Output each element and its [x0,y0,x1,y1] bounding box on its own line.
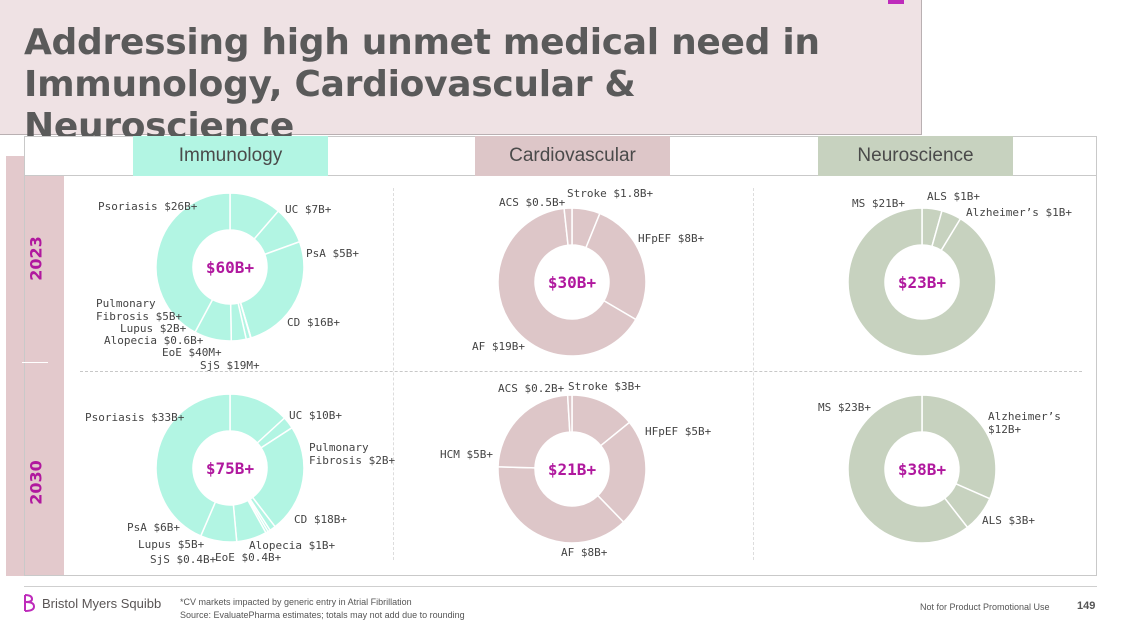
accent-mark [888,0,904,4]
slice-label: Alzheimer’s $1B+ [966,206,1072,219]
donut-cardiovascular-2030 [497,394,647,544]
slice-label: ALS $1B+ [927,190,980,203]
footnote-source: Source: EvaluatePharma estimates; totals… [180,610,465,620]
slice-label: HFpEF $8B+ [638,232,705,245]
slice-label: SjS $19M+ [200,359,260,372]
slice-label: MS $23B+ [818,401,871,414]
slice-label: Stroke $1.8B+ [567,187,653,200]
slice-label: UC $10B+ [289,409,342,422]
year-side-bar [6,156,64,576]
row-separator [80,371,1082,372]
slice-label: EoE $0.4B+ [215,551,282,564]
slice-label: ALS $3B+ [982,514,1035,527]
slice-ms [847,394,969,544]
slice-label: Alopecia $1B+ [249,539,335,552]
slice-af [497,466,625,544]
donut-total-label: $21B+ [548,460,597,479]
donut-total-label: $38B+ [898,460,947,479]
slice-psoriasis [155,192,231,334]
year-divider [22,362,48,363]
slice-label: SjS $0.4B+ [150,553,217,566]
category-immunology: Immunology [133,136,328,176]
slice-label: Pulmonary Fibrosis $5B+ [96,297,182,323]
donut-total-label: $23B+ [898,273,947,292]
slice-cd [239,240,305,339]
donut-total-label: $30B+ [548,273,597,292]
slice-label: MS $21B+ [852,197,905,210]
slice-alzheimers [921,394,997,500]
slice-label: CD $16B+ [287,316,340,329]
donut-neuroscience-2030 [847,394,997,544]
slice-label: Psoriasis $26B+ [98,200,198,213]
slice-label: HFpEF $5B+ [645,425,712,438]
donut-immunology-2030 [155,393,305,543]
slice-psoriasis [155,393,231,537]
slice-label: Alopecia $0.6B+ [104,334,204,347]
slice-label: Alzheimer’s $12B+ [988,410,1061,436]
slice-label: Lupus $2B+ [120,322,187,335]
slice-label: EoE $40M+ [162,346,222,359]
slice-label: ACS $0.5B+ [499,196,566,209]
slice-cd [251,426,305,528]
slice-label: UC $7B+ [285,203,332,216]
slice-label: Pulmonary Fibrosis $2B+ [309,441,395,467]
slice-label: AF $8B+ [561,546,608,559]
slice-hfpef [596,421,647,524]
slice-label: AF $19B+ [472,340,525,353]
slice-ms [847,207,997,357]
company-logo: Bristol Myers Squibb [22,594,161,612]
slice-label: PsA $6B+ [127,521,180,534]
slice-acs [563,207,573,247]
footer-divider [24,586,1097,587]
slice-af [497,207,637,357]
slice-hfpef [584,212,647,321]
slice-label: Stroke $3B+ [568,380,641,393]
logo-text: Bristol Myers Squibb [42,595,162,611]
slice-acs [566,394,573,433]
slice-label: Psoriasis $33B+ [85,411,185,424]
slice-label: Lupus $5B+ [138,538,205,551]
column-separator-1 [393,188,394,560]
donut-total-label: $60B+ [206,258,255,277]
page-number: 149 [1077,600,1096,612]
donut-cardiovascular-2023 [497,207,647,357]
donut-total-label: $75B+ [206,459,255,478]
slice-label: HCM $5B+ [440,448,493,461]
donut-immunology-2023 [155,192,305,342]
category-cardiovascular: Cardiovascular [475,136,670,176]
slice-label: PsA $5B+ [306,247,359,260]
donut-neuroscience-2023 [847,207,997,357]
slice-label: ACS $0.2B+ [498,382,565,395]
promo-disclaimer: Not for Product Promotional Use [920,602,1050,612]
column-separator-2 [753,188,754,560]
category-neuroscience: Neuroscience [818,136,1013,176]
slice-hcm [497,394,571,469]
footnote-cv: *CV markets impacted by generic entry in… [180,597,412,607]
bms-logo-icon [24,594,36,612]
slice-label: CD $18B+ [294,513,347,526]
